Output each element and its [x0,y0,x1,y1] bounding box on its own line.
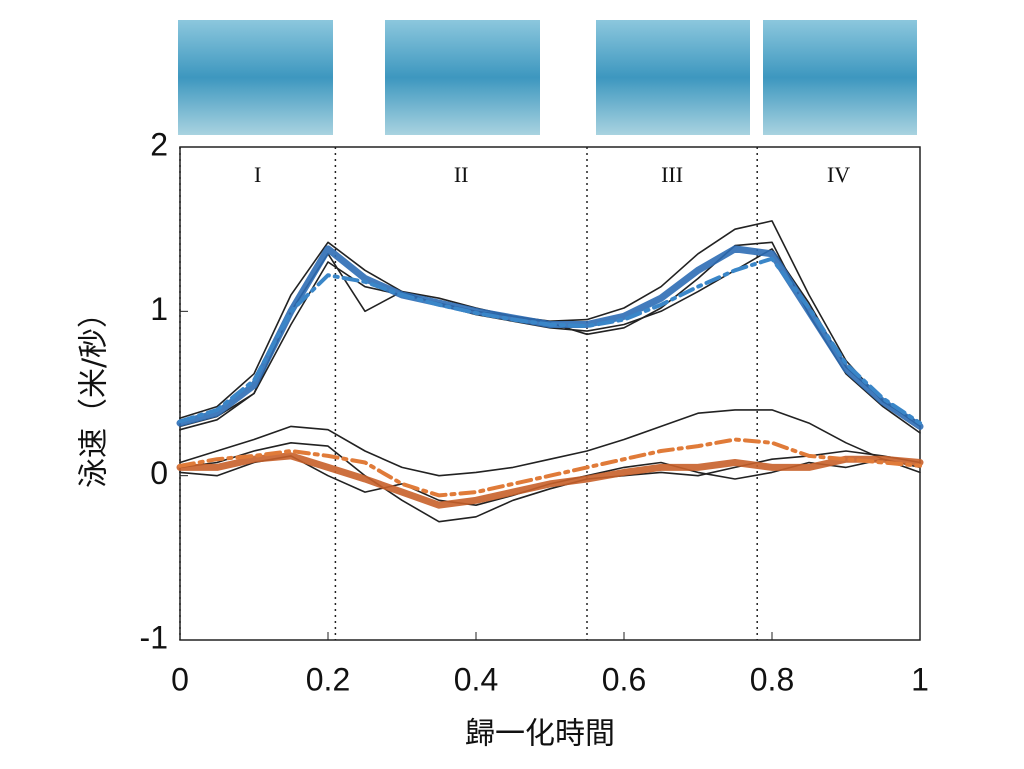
speed-line [178,256,922,426]
speed-line [179,409,921,477]
y-tick-label: -1 [140,619,168,655]
speed-line [179,241,921,434]
phase-label: IV [827,162,850,187]
speed-line [178,437,922,498]
speed-line [176,245,924,430]
y-tick-label: 0 [150,455,168,491]
y-axis-label: 泳速（米/秒） [77,298,112,488]
phase-label: I [254,162,261,187]
x-tick-label: 1 [911,661,929,697]
speed-line [179,241,921,428]
x-tick-label: 0 [171,661,189,697]
plot-frame [179,146,921,641]
phase-label: III [661,162,683,187]
x-tick-label: 0.6 [602,661,646,697]
photos [178,20,917,135]
x-tick-label: 0.4 [454,661,498,697]
x-axis-label: 歸一化時間 [465,717,615,752]
photo [763,20,917,135]
speed-line [176,452,924,509]
photo [596,20,750,135]
x-tick-label: 0.8 [750,661,794,697]
y-tick-label: 2 [150,126,168,162]
y-tick-label: 1 [150,291,168,327]
x-tick-label: 0.2 [306,661,350,697]
speed-line [179,442,921,523]
phase-label: II [454,162,469,187]
photo [385,20,540,135]
photo [178,20,333,135]
